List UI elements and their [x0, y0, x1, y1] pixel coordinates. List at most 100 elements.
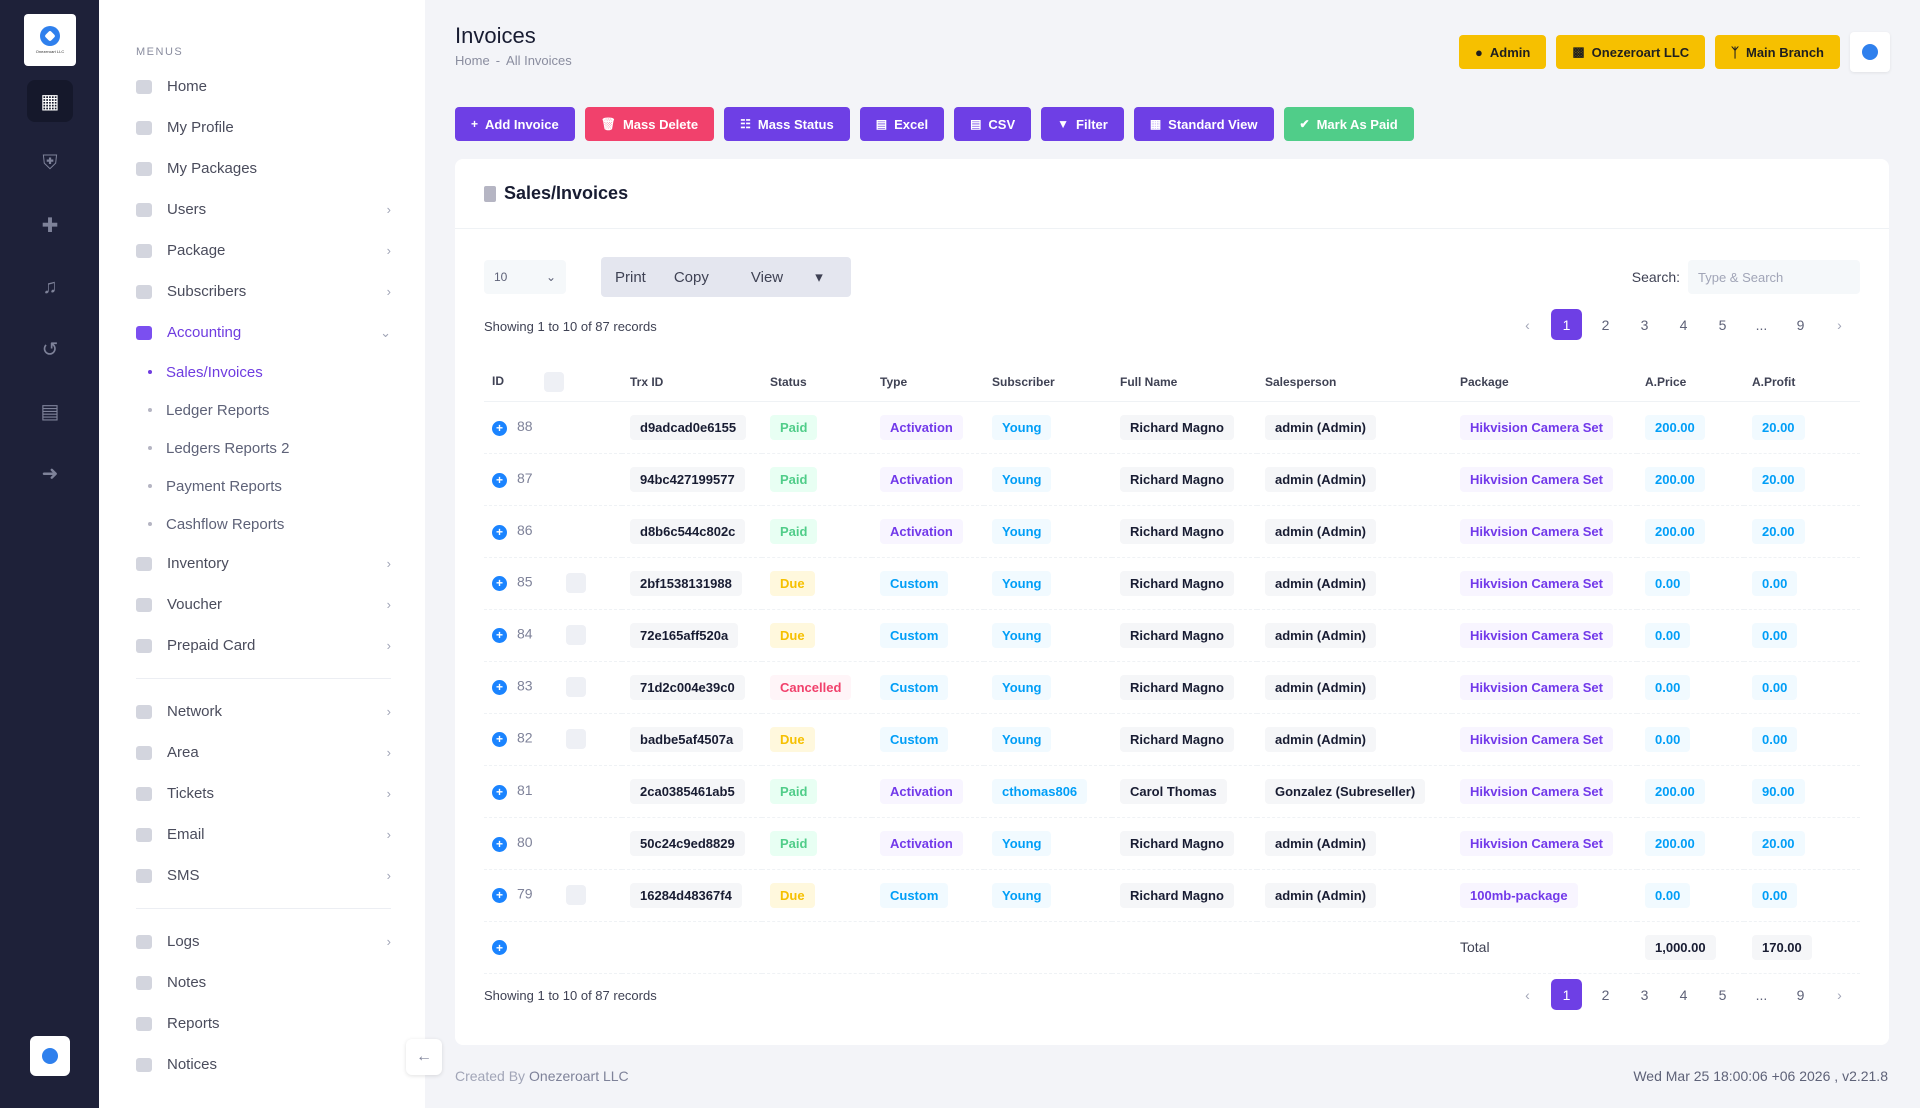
sidebar-subitem-sales-invoices[interactable]: Sales/Invoices	[136, 353, 391, 391]
table-row[interactable]: +81 2ca0385461ab5 Paid Activation cthomas806…	[484, 765, 1860, 818]
page-2[interactable]: 2	[1601, 316, 1610, 333]
bottom-logo[interactable]	[30, 1036, 70, 1076]
sidebar-subitem-cashflow-reports[interactable]: Cashflow Reports	[136, 505, 391, 543]
dashboard-icon[interactable]: ▦	[27, 80, 73, 122]
page-5[interactable]: 5	[1718, 986, 1727, 1003]
next-page-icon[interactable]: ›	[1837, 986, 1842, 1003]
expand-row-icon[interactable]: +	[492, 575, 507, 591]
expand-row-icon[interactable]: +	[492, 472, 507, 488]
csv-button[interactable]: ▤ CSV	[954, 107, 1032, 141]
sidebar-item-prepaid-card[interactable]: Prepaid Card ›	[136, 625, 391, 666]
gift-icon[interactable]: ✚	[41, 214, 59, 237]
row-checkbox[interactable]	[565, 573, 586, 593]
row-checkbox[interactable]	[565, 885, 586, 905]
page-3[interactable]: 3	[1640, 986, 1649, 1003]
sidebar-item-notes[interactable]: Notes	[136, 962, 391, 1003]
column-header-subscriber[interactable]: Subscriber	[984, 363, 1112, 402]
row-checkbox[interactable]	[565, 677, 586, 697]
column-header-full-name[interactable]: Full Name	[1112, 363, 1257, 402]
expand-row-icon[interactable]: +	[492, 887, 507, 903]
expand-row-icon[interactable]: +	[492, 784, 507, 800]
sidebar-item-home[interactable]: Home	[136, 66, 391, 107]
page-2[interactable]: 2	[1601, 986, 1610, 1003]
expand-row-icon[interactable]: +	[492, 627, 507, 643]
page-4[interactable]: 4	[1679, 986, 1688, 1003]
sidebar-item-package[interactable]: Package ›	[136, 230, 391, 271]
page-4[interactable]: 4	[1679, 316, 1688, 333]
sidebar-item-subscribers[interactable]: Subscribers ›	[136, 271, 391, 312]
mass-status-button[interactable]: ☷ Mass Status	[724, 107, 850, 141]
mark-as-paid-button[interactable]: ✔ Mark As Paid	[1283, 107, 1414, 141]
copy-button[interactable]: Copy	[673, 268, 709, 286]
sidebar-item-tickets[interactable]: Tickets ›	[136, 773, 391, 814]
row-checkbox[interactable]	[565, 625, 586, 645]
expand-row-icon[interactable]: +	[492, 679, 507, 695]
admin-badge-button[interactable]: ● Admin	[1459, 35, 1547, 69]
sidebar-subitem-payment-reports[interactable]: Payment Reports	[136, 467, 391, 505]
table-row[interactable]: +84 72e165aff520a Due Custom Young Richard Ma…	[484, 609, 1860, 662]
sidebar-item-network[interactable]: Network ›	[136, 691, 391, 732]
search-input[interactable]: Type & Search	[1688, 260, 1860, 294]
prev-page-icon[interactable]: ‹	[1525, 986, 1530, 1003]
history-icon[interactable]: ↺	[41, 338, 59, 361]
column-header-salesperson[interactable]: Salesperson	[1257, 363, 1452, 402]
expand-total-icon[interactable]: +	[492, 940, 507, 956]
shield-icon[interactable]: ⛨	[42, 151, 58, 174]
print-button[interactable]: Print	[615, 268, 646, 286]
table-row[interactable]: +88 d9adcad0e6155 Paid Activation Young Richa…	[484, 401, 1860, 454]
page-1[interactable]: 1	[1551, 309, 1582, 340]
sidebar-item-inventory[interactable]: Inventory ›	[136, 543, 391, 584]
page-9[interactable]: 9	[1796, 986, 1805, 1003]
column-header-status[interactable]: Status	[762, 363, 872, 402]
page-3[interactable]: 3	[1640, 316, 1649, 333]
company-badge-button[interactable]: ▩ Onezeroart LLC	[1556, 35, 1706, 69]
expand-row-icon[interactable]: +	[492, 420, 507, 436]
table-row[interactable]: +87 94bc427199577 Paid Activation Young Richa…	[484, 453, 1860, 506]
filter-button[interactable]: ▼ Filter	[1041, 107, 1124, 141]
page-5[interactable]: 5	[1718, 316, 1727, 333]
sidebar-item-logs[interactable]: Logs ›	[136, 921, 391, 962]
expand-row-icon[interactable]: +	[492, 836, 507, 852]
expand-row-icon[interactable]: +	[492, 731, 507, 747]
column-header-type[interactable]: Type	[872, 363, 984, 402]
sidebar-item-users[interactable]: Users ›	[136, 189, 391, 230]
page-length-select[interactable]: 10 ⌄	[484, 260, 566, 294]
mass-delete-button[interactable]: 🗑 Mass Delete	[584, 107, 715, 141]
table-row[interactable]: +82 badbe5af4507a Due Custom Young Richard Ma…	[484, 713, 1860, 766]
row-checkbox[interactable]	[565, 729, 586, 749]
sidebar-item-notices[interactable]: Notices	[136, 1044, 391, 1085]
column-header-id[interactable]: ID	[484, 363, 622, 402]
column-header-package[interactable]: Package	[1452, 363, 1637, 402]
table-row[interactable]: +85 2bf1538131988 Due Custom Young Richard Ma…	[484, 557, 1860, 610]
sidebar-item-sms[interactable]: SMS ›	[136, 855, 391, 896]
sidebar-item-accounting[interactable]: Accounting ⌄	[136, 312, 391, 353]
breadcrumb-home[interactable]: Home	[455, 53, 490, 68]
branch-badge-button[interactable]: ᛉ Main Branch	[1715, 35, 1840, 69]
page-1[interactable]: 1	[1551, 979, 1582, 1010]
next-page-icon[interactable]: ›	[1837, 316, 1842, 333]
sidebar-item-area[interactable]: Area ›	[136, 732, 391, 773]
book-icon[interactable]: ▤	[40, 400, 60, 423]
prev-page-icon[interactable]: ‹	[1525, 316, 1530, 333]
table-row[interactable]: +80 50c24c9ed8829 Paid Activation Young Richa…	[484, 817, 1860, 870]
sidebar-item-email[interactable]: Email ›	[136, 814, 391, 855]
page-9[interactable]: 9	[1796, 316, 1805, 333]
logout-icon[interactable]: ➜	[41, 462, 59, 485]
table-row[interactable]: +83 71d2c004e39c0 Cancelled Custom Young Rich…	[484, 661, 1860, 714]
user-avatar[interactable]	[1850, 32, 1890, 72]
column-header-trx-id[interactable]: Trx ID	[622, 363, 762, 402]
view-dropdown-button[interactable]: View ▾	[723, 268, 851, 286]
table-row[interactable]: +86 d8b6c544c802c Paid Activation Young Richa…	[484, 505, 1860, 558]
brand-logo[interactable]: Onezeroart LLC	[24, 14, 76, 66]
column-header-a-profit[interactable]: A.Profit	[1744, 363, 1860, 402]
column-header-a-price[interactable]: A.Price	[1637, 363, 1744, 402]
sidebar-subitem-ledger-reports[interactable]: Ledger Reports	[136, 391, 391, 429]
footer-company-link[interactable]: Onezeroart LLC	[529, 1068, 629, 1084]
expand-row-icon[interactable]: +	[492, 524, 507, 540]
select-all-checkbox[interactable]	[544, 371, 564, 392]
bell-icon[interactable]: ♫	[42, 275, 58, 298]
sidebar-subitem-ledgers-reports-2[interactable]: Ledgers Reports 2	[136, 429, 391, 467]
add-invoice-button[interactable]: + Add Invoice	[455, 107, 575, 141]
table-row[interactable]: +79 16284d48367f4 Due Custom Young Richard Ma…	[484, 869, 1860, 922]
collapse-sidebar-button[interactable]: ←	[406, 1039, 442, 1075]
